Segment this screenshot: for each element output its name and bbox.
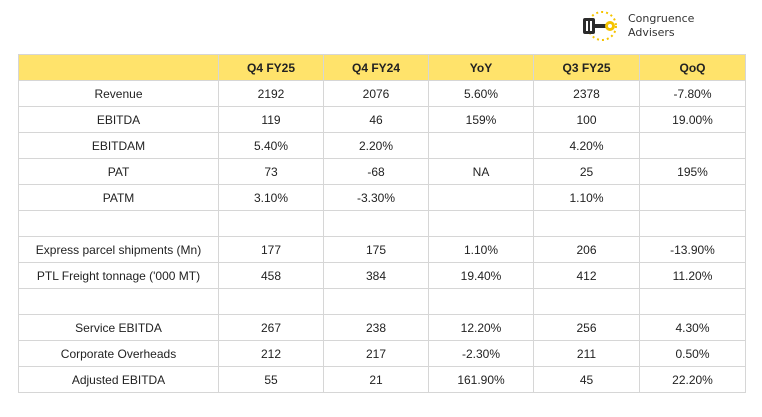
table-cell: 412 xyxy=(533,262,640,289)
table-cell: 195% xyxy=(639,158,746,185)
table-cell: -13.90% xyxy=(639,236,746,263)
table-cell xyxy=(533,288,640,315)
row-label: PATM xyxy=(18,184,219,211)
table-cell: 0.50% xyxy=(639,340,746,367)
row-label xyxy=(18,288,219,315)
table-cell: 119 xyxy=(218,106,324,133)
row-label: Corporate Overheads xyxy=(18,340,219,367)
table-cell: -2.30% xyxy=(428,340,534,367)
table-cell: 21 xyxy=(323,366,429,393)
table-row: Corporate Overheads 212 217 -2.30% 211 0.50% xyxy=(18,340,746,367)
table-cell: 73 xyxy=(218,158,324,185)
table-cell: 206 xyxy=(533,236,640,263)
row-label xyxy=(18,210,219,237)
table-cell: 25 xyxy=(533,158,640,185)
table-row: EBITDA 119 46 159% 100 19.00% xyxy=(18,106,746,133)
table-cell xyxy=(639,184,746,211)
table-row: Revenue 2192 2076 5.60% 2378 -7.80% xyxy=(18,80,746,107)
row-label: Express parcel shipments (Mn) xyxy=(18,236,219,263)
row-label: PTL Freight tonnage ('000 MT) xyxy=(18,262,219,289)
table-cell: 256 xyxy=(533,314,640,341)
brand-name-line1: Congruence xyxy=(628,12,695,25)
table-cell: 458 xyxy=(218,262,324,289)
column-header: Q3 FY25 xyxy=(533,54,640,81)
table-cell: 1.10% xyxy=(533,184,640,211)
table-row xyxy=(18,288,746,315)
row-label: EBITDA xyxy=(18,106,219,133)
table-cell: 161.90% xyxy=(428,366,534,393)
table-cell: 217 xyxy=(323,340,429,367)
table-cell xyxy=(428,184,534,211)
table-cell xyxy=(533,210,640,237)
table-row: PAT 73 -68 NA 25 195% xyxy=(18,158,746,185)
table-cell xyxy=(323,210,429,237)
column-header: QoQ xyxy=(639,54,746,81)
table-cell: -68 xyxy=(323,158,429,185)
table-cell: 4.20% xyxy=(533,132,640,159)
table-row: PATM 3.10% -3.30% 1.10% xyxy=(18,184,746,211)
table-cell xyxy=(639,210,746,237)
table-cell: NA xyxy=(428,158,534,185)
table-row: Service EBITDA 267 238 12.20% 256 4.30% xyxy=(18,314,746,341)
table-cell: 45 xyxy=(533,366,640,393)
table-cell xyxy=(218,210,324,237)
row-label: EBITDAM xyxy=(18,132,219,159)
table-cell: 4.30% xyxy=(639,314,746,341)
table-cell: -7.80% xyxy=(639,80,746,107)
table-cell: 212 xyxy=(218,340,324,367)
table-cell: 5.60% xyxy=(428,80,534,107)
table-cell xyxy=(428,288,534,315)
table-row: PTL Freight tonnage ('000 MT) 458 384 19.40… xyxy=(18,262,746,289)
table-cell: 2378 xyxy=(533,80,640,107)
table-cell: 55 xyxy=(218,366,324,393)
table-cell: 159% xyxy=(428,106,534,133)
table-row: Express parcel shipments (Mn) 177 175 1.10%… xyxy=(18,236,746,263)
table-cell: 5.40% xyxy=(218,132,324,159)
table-cell: 19.00% xyxy=(639,106,746,133)
table-cell: 384 xyxy=(323,262,429,289)
column-header: Q4 FY24 xyxy=(323,54,429,81)
table-cell xyxy=(639,132,746,159)
table-cell: 175 xyxy=(323,236,429,263)
table-row xyxy=(18,210,746,237)
table-cell: 19.40% xyxy=(428,262,534,289)
table-row: EBITDAM 5.40% 2.20% 4.20% xyxy=(18,132,746,159)
table-cell xyxy=(428,132,534,159)
row-label: PAT xyxy=(18,158,219,185)
table-cell: 2076 xyxy=(323,80,429,107)
table-cell: -3.30% xyxy=(323,184,429,211)
brand-wordmark: Congruence Advisers xyxy=(628,12,694,40)
table-cell: 2192 xyxy=(218,80,324,107)
table-cell: 211 xyxy=(533,340,640,367)
financial-summary-table: Q4 FY25 Q4 FY24 YoY Q3 FY25 QoQ Revenue 2… xyxy=(18,54,746,393)
table-cell: 100 xyxy=(533,106,640,133)
table-cell: 11.20% xyxy=(639,262,746,289)
table-cell xyxy=(323,288,429,315)
row-label: Service EBITDA xyxy=(18,314,219,341)
table-cell: 3.10% xyxy=(218,184,324,211)
table-cell xyxy=(639,288,746,315)
table-header-row: Q4 FY25 Q4 FY24 YoY Q3 FY25 QoQ xyxy=(18,54,746,81)
brand-logo: Congruence Advisers xyxy=(580,8,694,44)
table-cell: 2.20% xyxy=(323,132,429,159)
table-cell: 238 xyxy=(323,314,429,341)
key-logo-icon xyxy=(583,11,617,41)
table-cell: 22.20% xyxy=(639,366,746,393)
column-header xyxy=(18,54,219,81)
table-cell xyxy=(428,210,534,237)
table-row: Adjusted EBITDA 55 21 161.90% 45 22.20% xyxy=(18,366,746,393)
table-cell: 267 xyxy=(218,314,324,341)
table-cell: 177 xyxy=(218,236,324,263)
row-label: Adjusted EBITDA xyxy=(18,366,219,393)
table-cell: 1.10% xyxy=(428,236,534,263)
table-cell xyxy=(218,288,324,315)
table-cell: 46 xyxy=(323,106,429,133)
row-label: Revenue xyxy=(18,80,219,107)
brand-name-line2: Advisers xyxy=(628,26,675,39)
column-header: YoY xyxy=(428,54,534,81)
column-header: Q4 FY25 xyxy=(218,54,324,81)
table-cell: 12.20% xyxy=(428,314,534,341)
